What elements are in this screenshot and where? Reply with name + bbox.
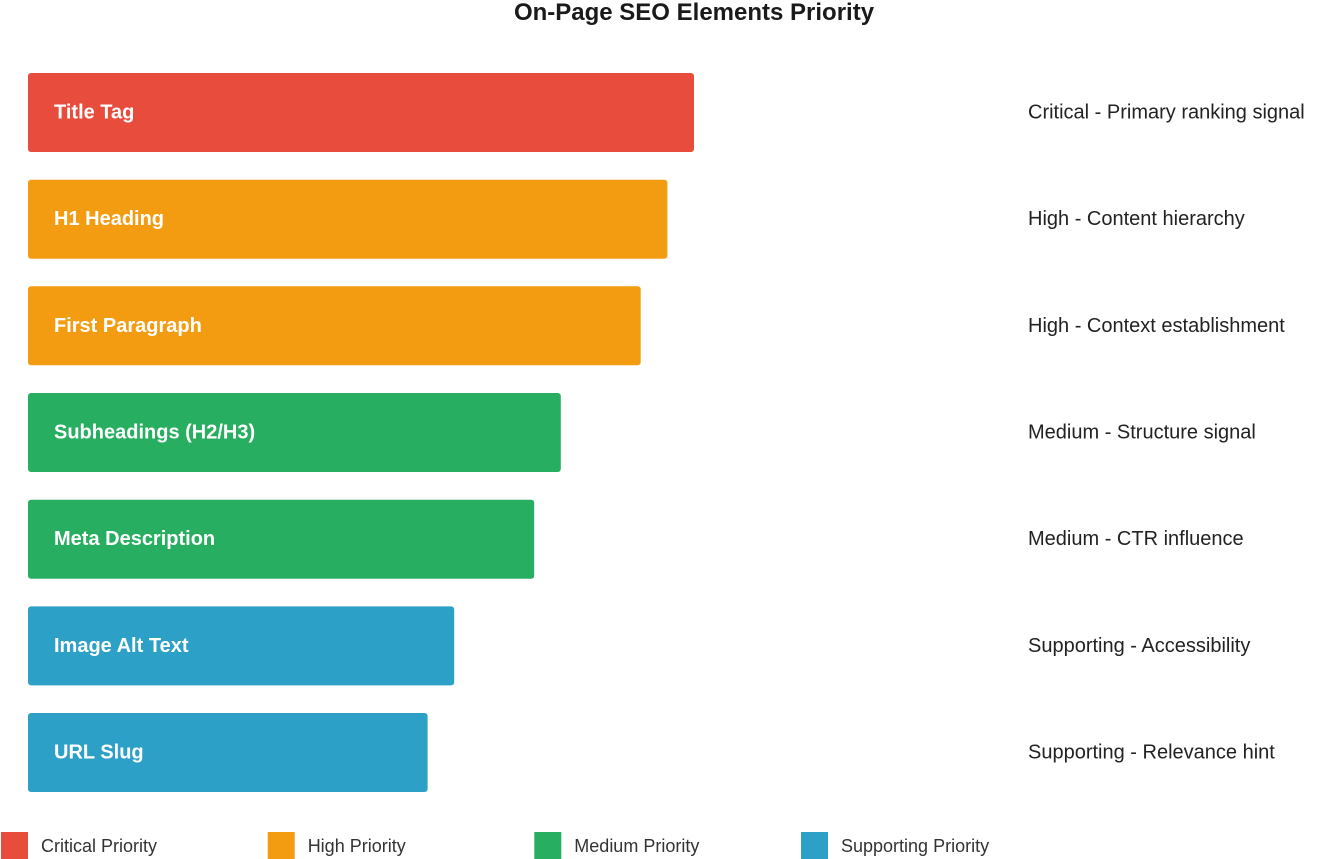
legend-label-critical: Critical Priority xyxy=(41,836,157,856)
bar-annotation: Critical - Primary ranking signal xyxy=(1028,102,1305,124)
bar-label: First Paragraph xyxy=(54,315,202,337)
bar xyxy=(28,286,641,366)
bars: Title Tag Critical - Primary ranking sign… xyxy=(28,73,1305,792)
legend-label-supporting: Supporting Priority xyxy=(841,836,989,856)
bar xyxy=(28,179,668,259)
bar xyxy=(28,73,694,152)
bar-label: URL Slug xyxy=(54,742,144,764)
bar-annotation: Medium - CTR influence xyxy=(1028,528,1244,550)
legend-label-medium: Medium Priority xyxy=(574,836,699,856)
bar-annotation: High - Content hierarchy xyxy=(1028,208,1245,230)
legend-swatch-medium xyxy=(534,832,562,859)
legend-label-high: High Priority xyxy=(308,836,406,856)
legend-swatch-high xyxy=(267,832,295,859)
bar xyxy=(28,499,535,579)
legend-swatch-critical xyxy=(1,832,28,859)
bar-annotation: High - Context establishment xyxy=(1028,315,1285,337)
bar xyxy=(28,713,428,792)
bar xyxy=(28,606,455,686)
bar-annotation: Medium - Structure signal xyxy=(1028,422,1256,444)
chart-title: On-Page SEO Elements Priority xyxy=(514,0,875,26)
bar-label: Meta Description xyxy=(54,528,215,550)
legend: Critical Priority High Priority Medium Pri… xyxy=(1,832,989,859)
bar xyxy=(28,393,561,472)
bar-annotation: Supporting - Accessibility xyxy=(1028,635,1250,657)
bar-label: Title Tag xyxy=(54,102,134,124)
bar-label: Image Alt Text xyxy=(54,635,189,657)
bar-label: Subheadings (H2/H3) xyxy=(54,422,255,444)
bar-label: H1 Heading xyxy=(54,208,164,230)
legend-swatch-supporting xyxy=(801,832,828,859)
bar-annotation: Supporting - Relevance hint xyxy=(1028,742,1275,764)
